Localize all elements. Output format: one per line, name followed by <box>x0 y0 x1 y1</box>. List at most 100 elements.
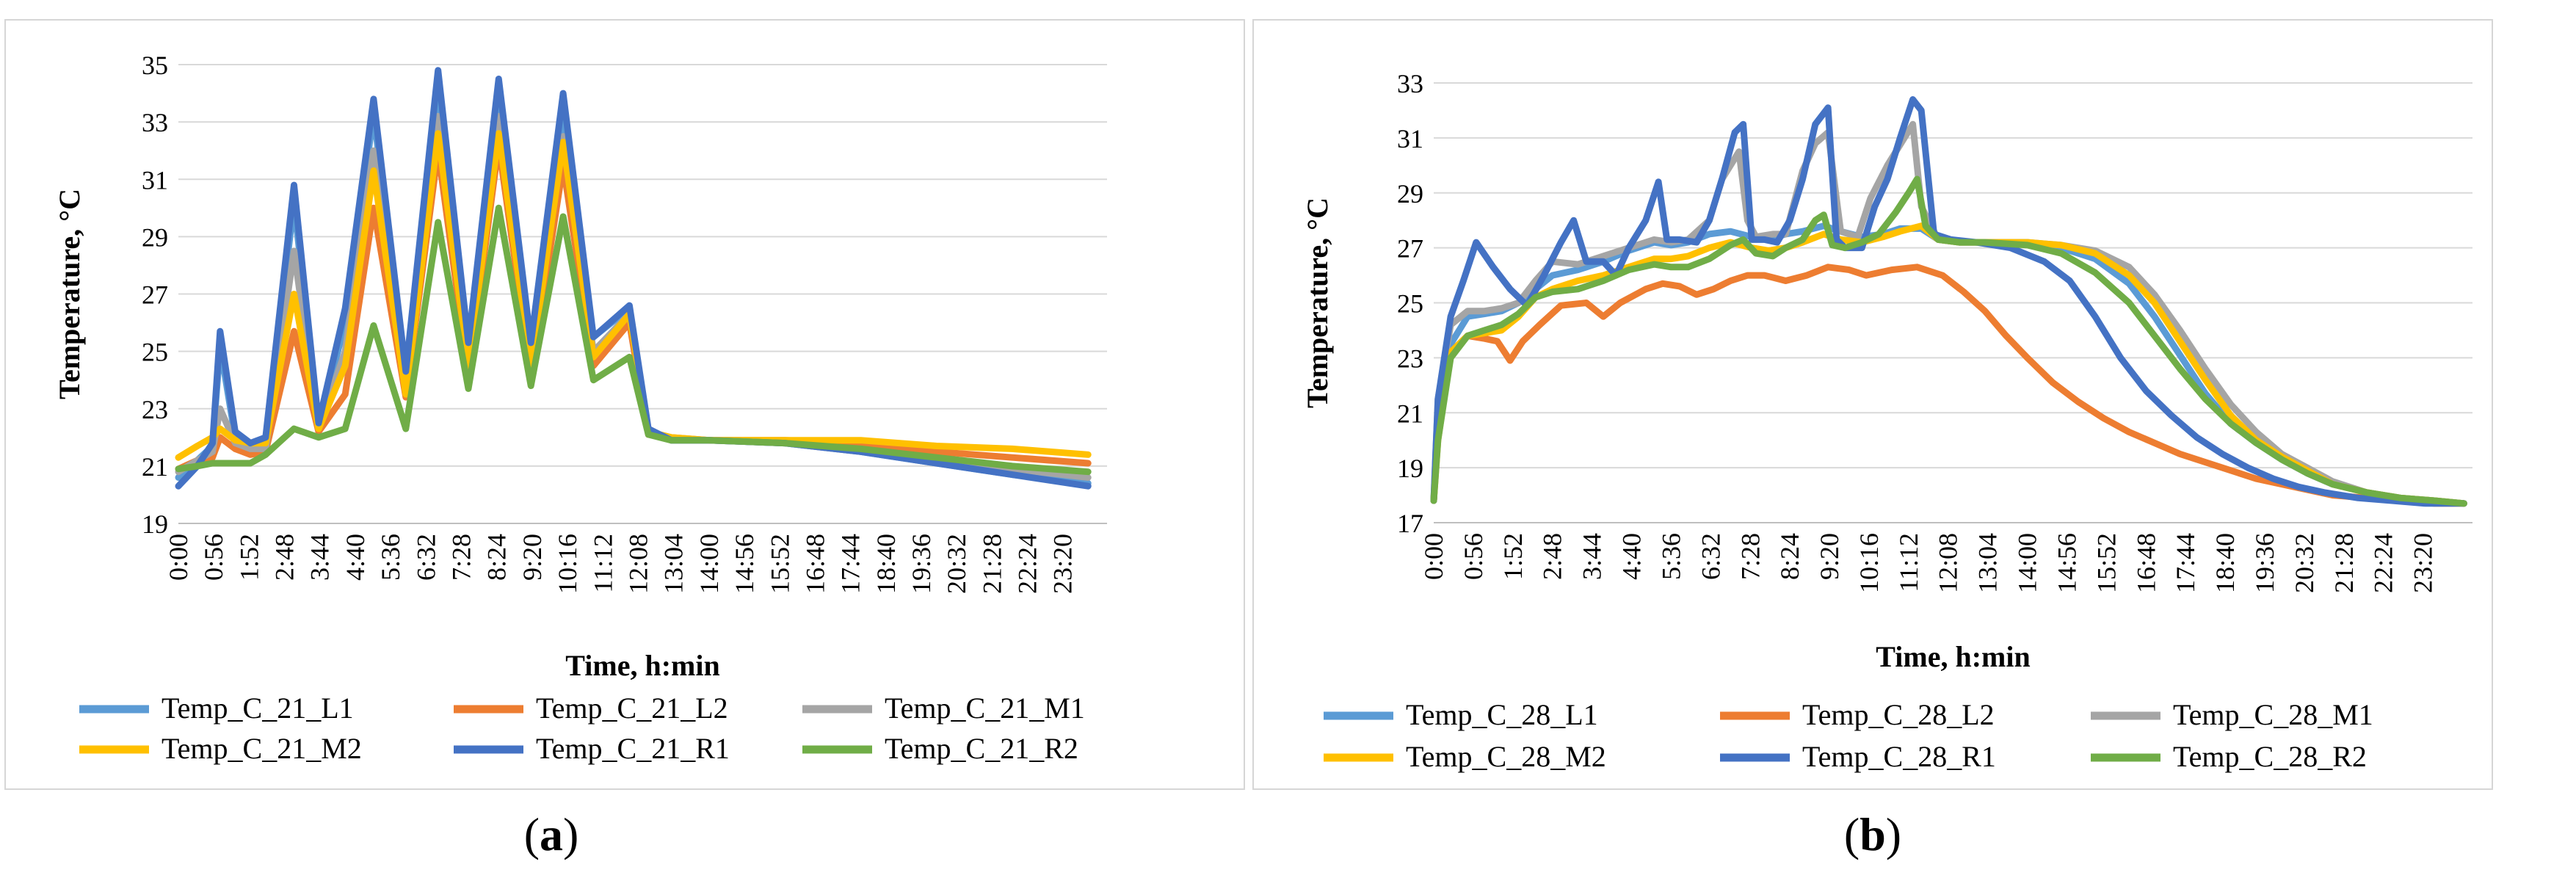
a-legend-label: Temp_C_21_R2 <box>885 732 1078 765</box>
chart-panel-b: 17 19 21 23 25 27 29 31 33 0:00 0:56 1:52 2:48 3:44 4:… <box>1252 19 2493 790</box>
b-series-line-temp-c-28-r2 <box>1430 175 2467 507</box>
b-y-tick-label: 23 <box>1397 344 1423 373</box>
a-series-line-temp-c-21-r2 <box>175 204 1092 476</box>
a-x-tick-label: 2:48 <box>270 534 300 581</box>
a-y-tick-label: 33 <box>142 108 168 137</box>
chart-a-svg: 19 21 23 25 27 29 31 33 35 0:00 0:56 1:52 2:48 3:44 4:… <box>53 51 1107 765</box>
b-x-tick-label: 17:44 <box>2171 533 2200 593</box>
b-series-line-temp-c-28-l2 <box>1430 264 2467 507</box>
a-y-tick-label: 35 <box>142 51 168 80</box>
b-y-tick-label: 31 <box>1397 124 1423 153</box>
b-legend-label: Temp_C_28_M2 <box>1406 740 1606 773</box>
b-series-line-temp-c-28-r1 <box>1430 96 2467 507</box>
a-legend-label: Temp_C_21_L1 <box>162 692 354 725</box>
a-x-tick-label: 18:40 <box>871 534 901 594</box>
a-x-tick-label: 15:52 <box>765 534 794 594</box>
b-x-tick-label: 0:00 <box>1419 533 1448 580</box>
b-x-tick-label: 23:20 <box>2409 533 2438 593</box>
a-legend-label: Temp_C_21_R1 <box>536 732 730 765</box>
b-x-tick-label: 19:36 <box>2250 533 2279 593</box>
a-x-axis-title: Time, h:min <box>565 649 719 682</box>
a-x-tick-label: 19:36 <box>907 534 936 594</box>
b-x-tick-label: 3:44 <box>1578 533 1607 580</box>
a-x-tick-label: 6:32 <box>411 534 440 581</box>
a-legend-label: Temp_C_21_M1 <box>885 692 1085 725</box>
b-series-line-temp-c-28-l1 <box>1430 222 2467 507</box>
b-x-tick-label: 8:24 <box>1775 533 1804 580</box>
chart-b-svg: 17 19 21 23 25 27 29 31 33 0:00 0:56 1:52 2:48 3:44 4:… <box>1301 69 2472 773</box>
a-x-tick-label: 0:00 <box>164 534 193 581</box>
a-x-tick-label: 23:20 <box>1048 534 1078 594</box>
a-y-tick-label: 27 <box>142 280 168 310</box>
a-x-tick-label: 13:04 <box>659 534 689 594</box>
a-x-tick-label: 5:36 <box>376 534 405 581</box>
a-x-tick-label: 12:08 <box>623 534 653 594</box>
b-y-tick-label: 33 <box>1397 69 1423 98</box>
caption-a: (a) <box>523 808 579 860</box>
b-legend-label: Temp_C_28_R2 <box>2173 740 2367 773</box>
a-x-tick-label: 3:44 <box>305 534 335 581</box>
a-x-tick-label: 10:16 <box>553 534 582 594</box>
a-x-tick-label: 17:44 <box>836 534 866 594</box>
b-x-tick-label: 0:56 <box>1459 533 1488 580</box>
a-y-tick-label: 23 <box>142 395 168 424</box>
a-y-tick-label: 31 <box>142 165 168 195</box>
a-x-tick-label: 8:24 <box>482 534 512 581</box>
a-x-tick-label: 14:56 <box>730 534 759 594</box>
b-legend-label: Temp_C_28_L2 <box>1802 698 1995 731</box>
b-x-tick-label: 20:32 <box>2290 533 2319 593</box>
b-x-tick-label: 11:12 <box>1894 533 1923 592</box>
b-series-line-temp-c-28-m1 <box>1430 120 2467 507</box>
b-x-tick-label: 1:52 <box>1498 533 1528 580</box>
a-x-tick-label: 16:48 <box>800 534 830 594</box>
b-y-tick-label: 17 <box>1397 509 1423 538</box>
a-x-tick-label: 7:28 <box>447 534 476 581</box>
b-x-tick-label: 15:52 <box>2091 533 2121 593</box>
caption-b-label: b <box>1860 808 1886 860</box>
a-x-tick-label: 11:12 <box>588 534 617 593</box>
b-y-tick-label: 29 <box>1397 179 1423 208</box>
a-y-tick-label: 21 <box>142 452 168 482</box>
a-y-tick-label: 19 <box>142 509 168 539</box>
b-y-tick-label: 19 <box>1397 454 1423 483</box>
b-x-tick-label: 9:20 <box>1815 533 1844 580</box>
b-x-tick-label: 21:28 <box>2329 533 2359 593</box>
a-x-tick-label: 9:20 <box>518 534 547 581</box>
b-x-tick-label: 6:32 <box>1696 533 1725 580</box>
b-x-axis-title: Time, h:min <box>1876 640 2030 673</box>
a-legend-label: Temp_C_21_L2 <box>536 692 728 725</box>
b-x-tick-label: 7:28 <box>1735 533 1765 580</box>
b-x-tick-label: 2:48 <box>1538 533 1567 580</box>
b-x-tick-label: 13:04 <box>1973 533 2003 593</box>
b-legend-label: Temp_C_28_R1 <box>1802 740 1996 773</box>
b-x-tick-label: 10:16 <box>1854 533 1884 593</box>
b-y-tick-label: 25 <box>1397 289 1423 319</box>
a-y-tick-label: 29 <box>142 222 168 252</box>
b-x-tick-label: 12:08 <box>1934 533 1963 593</box>
a-x-tick-label: 0:56 <box>199 534 228 581</box>
b-x-tick-label: 14:00 <box>2013 533 2042 593</box>
b-y-axis-title: Temperature, °C <box>1301 197 1334 408</box>
b-x-tick-label: 18:40 <box>2210 533 2240 593</box>
b-legend-label: Temp_C_28_L1 <box>1406 698 1598 731</box>
a-x-tick-label: 14:00 <box>694 534 724 594</box>
b-x-tick-label: 5:36 <box>1656 533 1686 580</box>
b-x-tick-label: 14:56 <box>2052 533 2081 593</box>
b-y-tick-label: 21 <box>1397 399 1423 428</box>
caption-b: (b) <box>1843 808 1902 860</box>
a-x-tick-label: 1:52 <box>234 534 264 581</box>
a-y-tick-label: 25 <box>142 338 168 367</box>
b-legend-label: Temp_C_28_M1 <box>2173 698 2373 731</box>
a-x-tick-label: 20:32 <box>942 534 971 594</box>
a-y-axis-title: Temperature, °C <box>53 189 86 399</box>
b-y-tick-label: 27 <box>1397 234 1423 264</box>
a-x-tick-label: 22:24 <box>1013 534 1042 594</box>
caption-a-label: a <box>540 808 563 860</box>
a-x-tick-label: 4:40 <box>341 534 370 581</box>
a-x-tick-label: 21:28 <box>977 534 1006 594</box>
b-x-tick-label: 4:40 <box>1617 533 1647 580</box>
chart-panel-a: 19 21 23 25 27 29 31 33 35 0:00 0:56 1:52 2:48 3:44 4:… <box>4 19 1245 790</box>
a-legend-label: Temp_C_21_M2 <box>162 732 362 765</box>
b-x-tick-label: 22:24 <box>2369 533 2398 593</box>
b-x-tick-label: 16:48 <box>2131 533 2160 593</box>
